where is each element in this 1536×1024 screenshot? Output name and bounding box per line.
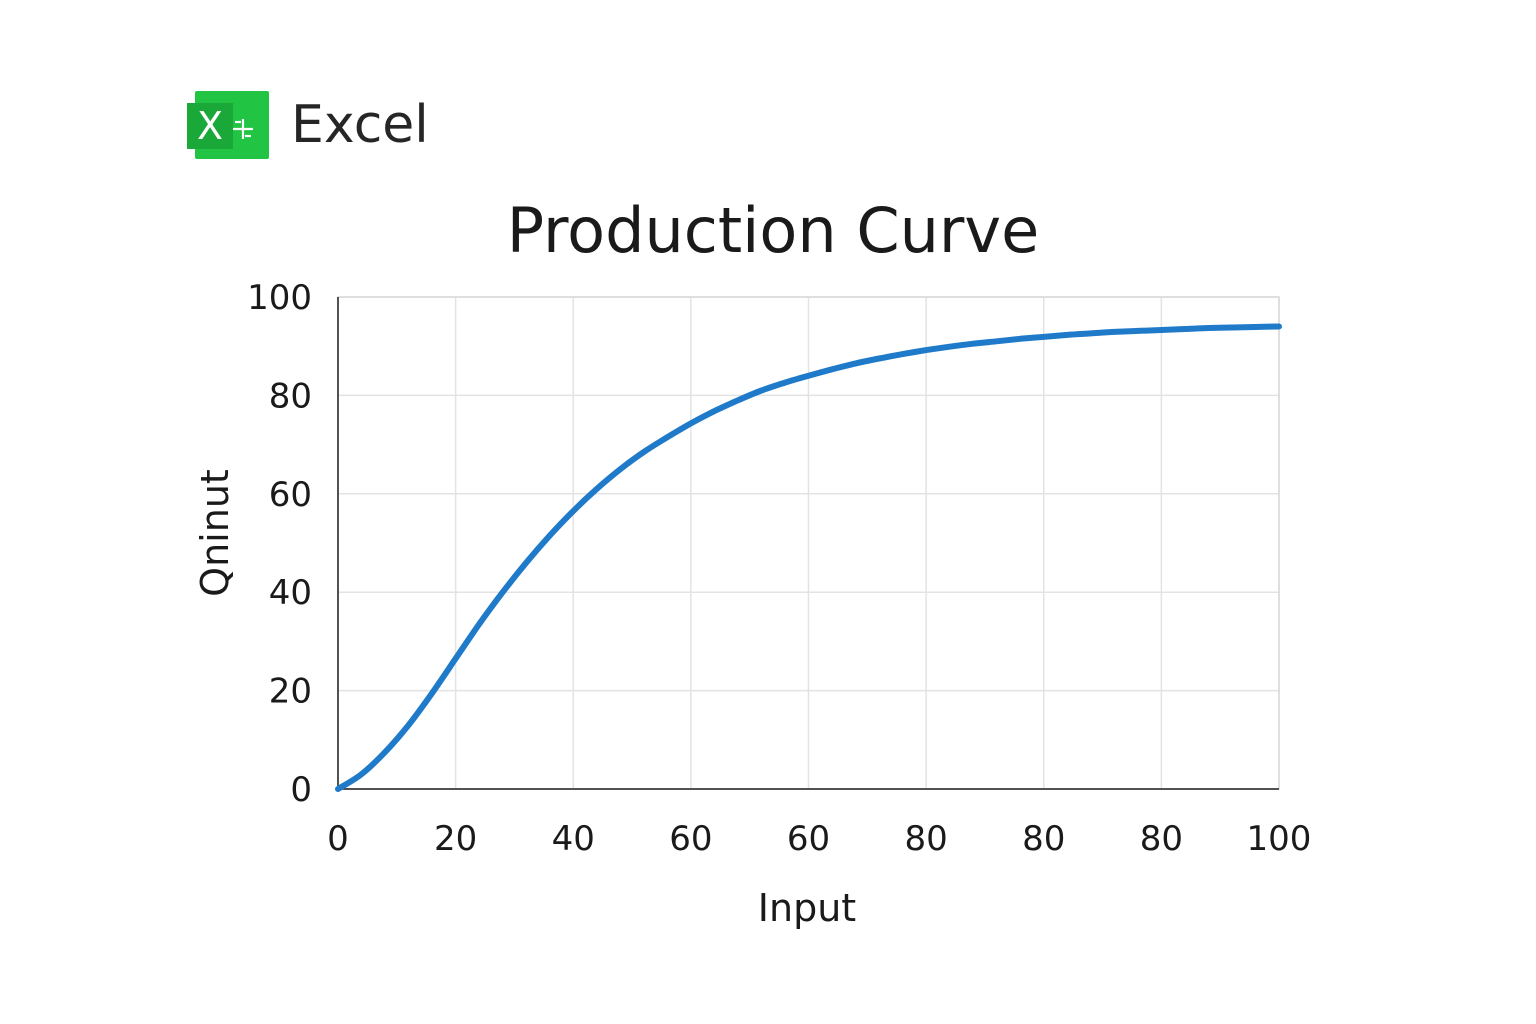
series-line-production (335, 323, 1282, 792)
y-tick-label: 60 (269, 475, 312, 515)
x-tick-label: 40 (552, 819, 595, 859)
y-tick-label: 100 (247, 278, 312, 318)
y-tick-label: 80 (269, 376, 312, 416)
x-tick-label: 20 (434, 819, 477, 859)
chart-title: Production Curve (507, 194, 1039, 267)
x-tick-label: 60 (787, 819, 830, 859)
x-tick-label: 60 (669, 819, 712, 859)
x-axis-ticks: 0 20 40 60 60 80 80 80 100 (327, 819, 1311, 859)
x-tick-label: 100 (1247, 819, 1312, 859)
app-name: Excel (291, 95, 429, 155)
logo-letter: X (197, 104, 223, 148)
excel-logo-icon: X (187, 91, 269, 159)
chart-grid (337, 296, 1280, 790)
y-axis-ticks: 0 20 40 60 80 100 (247, 278, 312, 810)
y-tick-label: 40 (269, 573, 312, 613)
x-tick-label: 80 (1022, 819, 1065, 859)
logo-grid-icon (233, 119, 253, 139)
brand-header: X Excel (187, 90, 429, 160)
logo-glyph: X (197, 104, 253, 148)
y-tick-label: 20 (269, 672, 312, 712)
y-tick-label: 0 (290, 770, 312, 810)
logo-front-tile (187, 103, 233, 149)
x-tick-label: 0 (327, 819, 349, 859)
x-tick-label: 80 (1140, 819, 1183, 859)
x-tick-label: 80 (904, 819, 947, 859)
x-axis-label: Input (758, 886, 856, 930)
y-axis-label: Qninut (193, 469, 237, 597)
